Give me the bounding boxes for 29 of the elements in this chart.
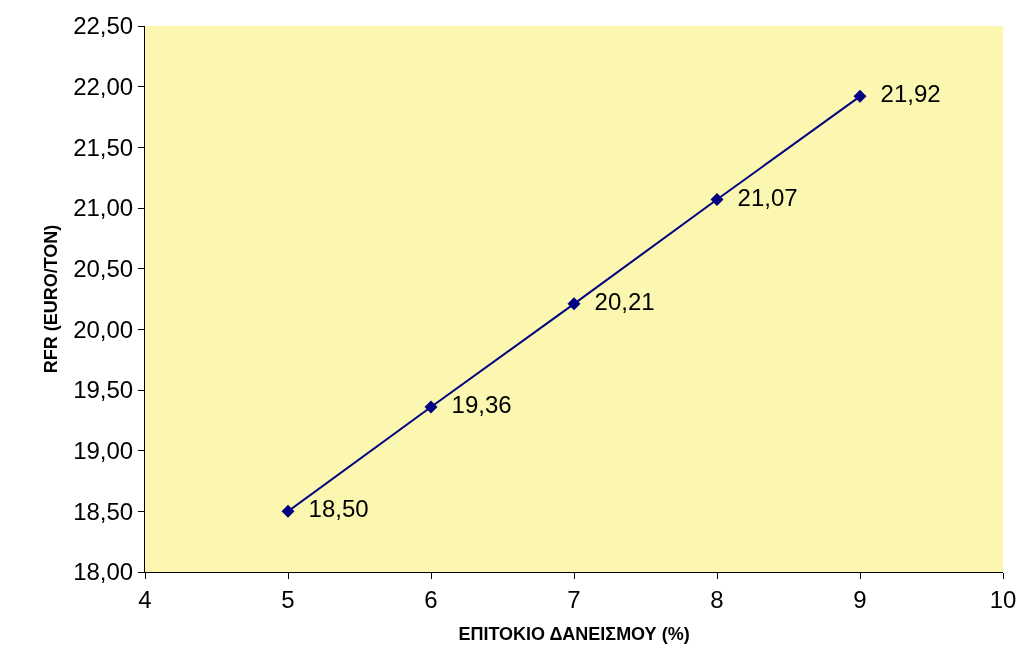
y-tick-label: 18,00 [73, 558, 134, 586]
y-tick-label: 21,00 [73, 194, 134, 222]
x-tick-label: 7 [567, 585, 581, 613]
y-tick-label: 18,50 [73, 497, 134, 525]
y-tick-label: 22,00 [73, 73, 134, 101]
data-label: 19,36 [438, 390, 512, 418]
data-label: 21,92 [867, 80, 941, 108]
y-tick-label: 20,50 [73, 255, 134, 283]
y-tick-label: 20,00 [73, 315, 134, 343]
x-tick-label: 6 [424, 585, 438, 613]
x-tick-label: 5 [281, 585, 295, 613]
x-axis-title: ΕΠΙΤΟΚΙΟ ΔΑΝΕΙΣΜΟΥ (%) [458, 623, 690, 644]
y-axis-title: RFR (EURO/TON) [41, 224, 62, 374]
point [567, 297, 581, 311]
point [853, 89, 867, 103]
x-tick-label: 8 [710, 585, 724, 613]
x-tick-label: 4 [138, 585, 152, 613]
y-tick-label: 22,50 [73, 12, 134, 40]
point [281, 504, 295, 518]
data-label: 21,07 [724, 183, 798, 211]
data-label: 18,50 [295, 495, 369, 523]
y-tick-label: 21,50 [73, 133, 134, 161]
x-tick-label: 9 [853, 585, 867, 613]
y-tick-label: 19,00 [73, 437, 134, 465]
y-tick-label: 19,50 [73, 376, 134, 404]
point [424, 400, 438, 414]
x-tick-label: 10 [989, 585, 1017, 613]
data-label: 20,21 [581, 287, 655, 315]
point [710, 193, 724, 207]
